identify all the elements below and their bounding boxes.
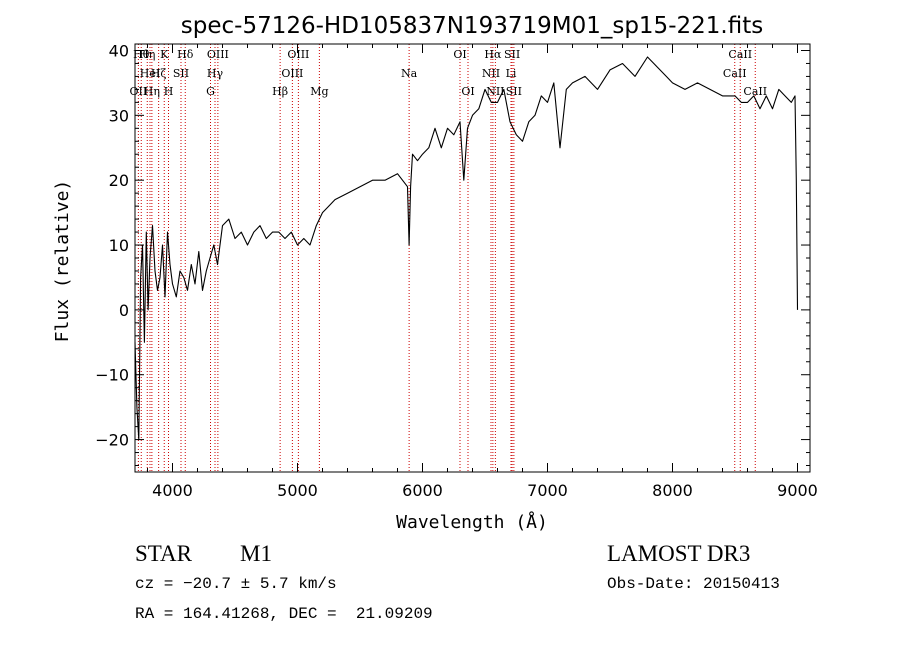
- object-type: STAR: [135, 541, 192, 566]
- line-marker-label-7: H: [164, 85, 174, 98]
- sky-coordinates: RA = 164.41268, DEC = 21.09209: [135, 605, 433, 623]
- x-tick-label-4: 8000: [652, 481, 693, 500]
- x-tick-label-3: 7000: [527, 481, 568, 500]
- line-marker-label-6: K: [160, 48, 169, 61]
- y-tick-label-4: 20: [109, 171, 129, 190]
- plot-frame: [134, 43, 811, 473]
- y-axis-ticks: −20 −10 0 10 20 30 40: [95, 41, 810, 467]
- line-marker-label-17: Na: [401, 67, 418, 80]
- line-marker-label-5: Hζ: [151, 67, 167, 80]
- line-marker-label-3: HeI: [140, 67, 160, 80]
- y-tick-label-2: 0: [119, 301, 129, 320]
- line-marker-label-25: SII: [506, 85, 522, 98]
- y-tick-label-5: 30: [109, 106, 129, 125]
- y-axis-label: Flux (relative): [52, 180, 73, 343]
- line-marker-label-18: OI: [453, 48, 466, 61]
- line-marker-label-13: Hβ: [272, 85, 288, 98]
- line-marker-label-26: CaII: [723, 67, 747, 80]
- line-marker-label-11: Hγ: [207, 67, 224, 80]
- line-marker-label-0: OII: [130, 85, 148, 98]
- line-marker-labels: OIIHθHηHeIHηHζKHSIIHδGHγOIIIHβOIIIOIIIMg…: [130, 48, 768, 98]
- observation-date: Obs-Date: 20150413: [607, 575, 780, 593]
- line-marker-label-27: CaII: [728, 48, 752, 61]
- spectrum-plot: [134, 56, 799, 441]
- spectral-subclass: M1: [240, 541, 272, 566]
- line-marker-label-24: SII: [504, 48, 520, 61]
- chart-title: spec-57126-HD105837N193719M01_sp15-221.f…: [181, 13, 763, 39]
- line-marker-label-14: OIII: [281, 67, 303, 80]
- line-marker-label-4: Hη: [144, 85, 160, 98]
- line-marker-label-8: SII: [173, 67, 189, 80]
- line-marker-label-20: NII: [482, 67, 500, 80]
- y-tick-label-1: −10: [95, 366, 129, 385]
- y-tick-label-3: 10: [109, 236, 129, 255]
- line-marker-label-10: G: [206, 85, 215, 98]
- line-marker-label-15: OIII: [287, 48, 309, 61]
- y-tick-label-0: −20: [95, 431, 129, 450]
- line-marker-label-19: OI: [461, 85, 474, 98]
- survey-label: LAMOST DR3: [607, 541, 751, 566]
- x-tick-label-5: 9000: [777, 481, 818, 500]
- line-marker-label-28: CaII: [743, 85, 767, 98]
- line-marker-label-9: Hδ: [177, 48, 194, 61]
- line-marker-label-23: Li: [506, 67, 517, 80]
- line-marker-label-1: Hθ: [133, 48, 150, 61]
- spectrum-line: [134, 56, 799, 441]
- line-marker-label-16: Mg: [310, 85, 328, 98]
- x-axis-label: Wavelength (Å): [396, 511, 548, 533]
- line-marker-label-12: OIII: [207, 48, 229, 61]
- line-markers: [137, 44, 756, 472]
- x-tick-label-0: 4000: [152, 481, 193, 500]
- y-tick-label-6: 40: [109, 41, 129, 60]
- redshift-velocity: cz = −20.7 ± 5.7 km/s: [135, 575, 337, 593]
- line-marker-label-22: NII: [486, 85, 504, 98]
- x-tick-label-2: 6000: [402, 481, 443, 500]
- line-marker-label-2: Hη: [139, 48, 155, 61]
- x-axis-ticks: 4000 5000 6000 7000 8000 9000: [147, 44, 818, 500]
- x-tick-label-1: 5000: [277, 481, 318, 500]
- line-marker-label-21: Hα: [484, 48, 502, 61]
